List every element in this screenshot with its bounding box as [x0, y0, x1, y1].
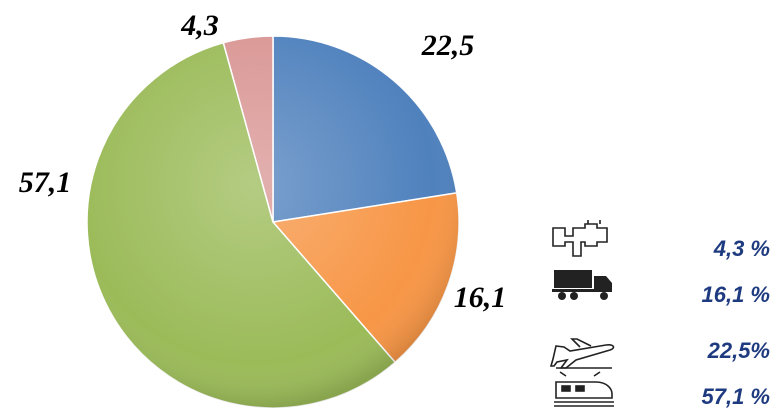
data-label: 4,3: [180, 9, 219, 42]
pie-slice: [272, 35, 458, 223]
legend-icons: [549, 220, 615, 407]
legend-label: 16,1 %: [702, 282, 771, 307]
data-label: 16,1: [454, 281, 507, 314]
pie: [86, 35, 460, 409]
train-icon: [554, 367, 614, 407]
data-label: 57,1: [19, 166, 72, 199]
pipeline-icon: [552, 220, 608, 257]
legend-label: 22,5%: [707, 338, 770, 363]
data-label: 22,5: [421, 29, 475, 62]
plane-icon: [549, 338, 615, 369]
legend-label: 4,3 %: [713, 236, 770, 261]
truck-icon: [552, 270, 612, 300]
legend-label: 57,1 %: [702, 384, 771, 409]
